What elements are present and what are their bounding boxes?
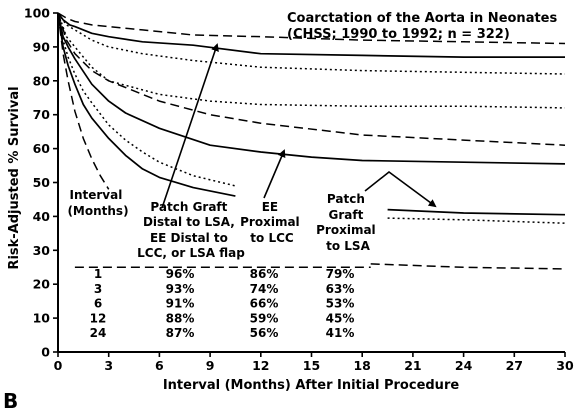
series-line-5-dotted bbox=[57, 12, 566, 109]
y-tick-label: 100 bbox=[24, 6, 50, 21]
y-tick-label: 50 bbox=[33, 175, 51, 190]
table-cell-c1: 93% bbox=[166, 282, 195, 296]
series-line-0-solid bbox=[57, 12, 565, 58]
table-cell-c1: 88% bbox=[166, 311, 195, 325]
x-tick-label: 21 bbox=[404, 358, 421, 373]
table-cell-c2: 86% bbox=[250, 267, 279, 281]
table-header-line-2: (Months) bbox=[67, 204, 128, 218]
series-lines bbox=[57, 12, 566, 270]
pointer-arrow-ee bbox=[263, 149, 286, 199]
pointer-arrow-patch-proximal bbox=[364, 170, 437, 208]
series-line-1-dashed bbox=[57, 12, 566, 45]
annotation-pointers bbox=[161, 43, 437, 209]
x-tick-label: 6 bbox=[155, 358, 164, 373]
annotation-ee-proximal: EE Proximal to LCC bbox=[240, 200, 304, 245]
annotation-patch-graft-line-3: EE Distal to bbox=[150, 231, 228, 245]
series-line-8-dashed bbox=[57, 12, 110, 190]
annotation-patch-proximal-line-3: Proximal bbox=[316, 223, 376, 237]
annotation-patch-proximal-line-1: Patch bbox=[327, 192, 365, 206]
table-cell-interval: 3 bbox=[94, 282, 102, 296]
table-cell-interval: 1 bbox=[94, 267, 102, 281]
y-tick-label: 80 bbox=[33, 73, 51, 88]
annotation-ee-line-1: EE bbox=[262, 200, 278, 214]
chart-title: Coarctation of the Aorta in Neonates bbox=[287, 11, 557, 26]
annotation-patch-proximal: Patch Graft Proximal to LSA bbox=[316, 192, 380, 253]
y-tick-label: 0 bbox=[41, 345, 50, 360]
annotation-ee-line-2: Proximal bbox=[240, 215, 300, 229]
y-tick-label: 90 bbox=[33, 39, 51, 54]
x-axis-label: Interval (Months) After Initial Procedur… bbox=[163, 378, 460, 393]
series-line-7-solid bbox=[387, 208, 566, 216]
table-cell-interval: 24 bbox=[90, 326, 107, 340]
annotation-patch-graft-line-4: LCC, or LSA flap bbox=[137, 246, 245, 260]
x-tick-label: 9 bbox=[206, 358, 215, 373]
y-tick-label: 70 bbox=[33, 107, 51, 122]
x-tick-label: 27 bbox=[506, 358, 523, 373]
panel-label: B bbox=[3, 389, 18, 413]
x-tick-label: 18 bbox=[353, 358, 370, 373]
pointer-arrow-patch-graft bbox=[161, 43, 219, 209]
x-tick-label: 0 bbox=[54, 358, 63, 373]
y-tick-label: 60 bbox=[33, 141, 51, 156]
table-cell-c2: 56% bbox=[250, 326, 279, 340]
annotation-patch-proximal-line-4: to LSA bbox=[326, 239, 370, 253]
table-cell-c3: 63% bbox=[326, 282, 355, 296]
y-tick-label: 10 bbox=[33, 311, 51, 326]
series-line-2-dotted bbox=[57, 12, 566, 75]
annotation-ee-line-3: to LCC bbox=[250, 231, 294, 245]
annotation-patch-graft: Patch Graft Distal to LSA, EE Distal to … bbox=[137, 200, 245, 260]
x-tick-label: 24 bbox=[455, 358, 473, 373]
annotation-patch-graft-line-2: Distal to LSA, bbox=[143, 215, 235, 229]
chart-subtitle: (CHSS; 1990 to 1992; n = 322) bbox=[287, 27, 510, 42]
y-tick-label: 20 bbox=[33, 277, 51, 292]
table-cell-c3: 41% bbox=[326, 326, 355, 340]
y-tick-label: 30 bbox=[33, 243, 51, 258]
series-line-3-solid bbox=[57, 12, 566, 165]
table-cell-interval: 12 bbox=[90, 311, 107, 325]
table-cell-c2: 59% bbox=[250, 311, 279, 325]
series-line-10-dashed bbox=[370, 263, 566, 270]
x-tick-label: 15 bbox=[303, 358, 320, 373]
table-header: Interval (Months) bbox=[67, 188, 128, 218]
table-cell-c1: 96% bbox=[166, 267, 195, 281]
series-line-4-dashed bbox=[57, 12, 566, 146]
annotation-patch-proximal-line-2: Graft bbox=[328, 208, 363, 222]
annotation-patch-graft-line-1: Patch Graft bbox=[150, 200, 227, 214]
table-cell-c1: 87% bbox=[166, 326, 195, 340]
x-tick-label: 12 bbox=[252, 358, 269, 373]
x-tick-label: 30 bbox=[556, 358, 574, 373]
table-header-line-1: Interval bbox=[69, 188, 122, 202]
table-cell-c3: 79% bbox=[326, 267, 355, 281]
y-tick-label: 40 bbox=[33, 209, 51, 224]
series-line-6-solid bbox=[57, 12, 236, 197]
series-line-12-dotted bbox=[387, 217, 566, 224]
table-cell-c3: 53% bbox=[326, 297, 355, 311]
table-cell-c2: 66% bbox=[250, 297, 279, 311]
y-axis-label: Risk-Adjusted % Survival bbox=[7, 86, 22, 269]
table-cell-interval: 6 bbox=[94, 297, 102, 311]
table-cell-c3: 45% bbox=[326, 311, 355, 325]
interval-table: 1 96% 86% 79% 3 93% 74% 63% 6 91% 66% 53% 12 88% 59% 45… bbox=[90, 267, 355, 340]
table-cell-c1: 91% bbox=[166, 297, 195, 311]
series-line-11-dotted bbox=[57, 12, 236, 187]
x-tick-label: 3 bbox=[104, 358, 113, 373]
table-cell-c2: 74% bbox=[250, 282, 279, 296]
